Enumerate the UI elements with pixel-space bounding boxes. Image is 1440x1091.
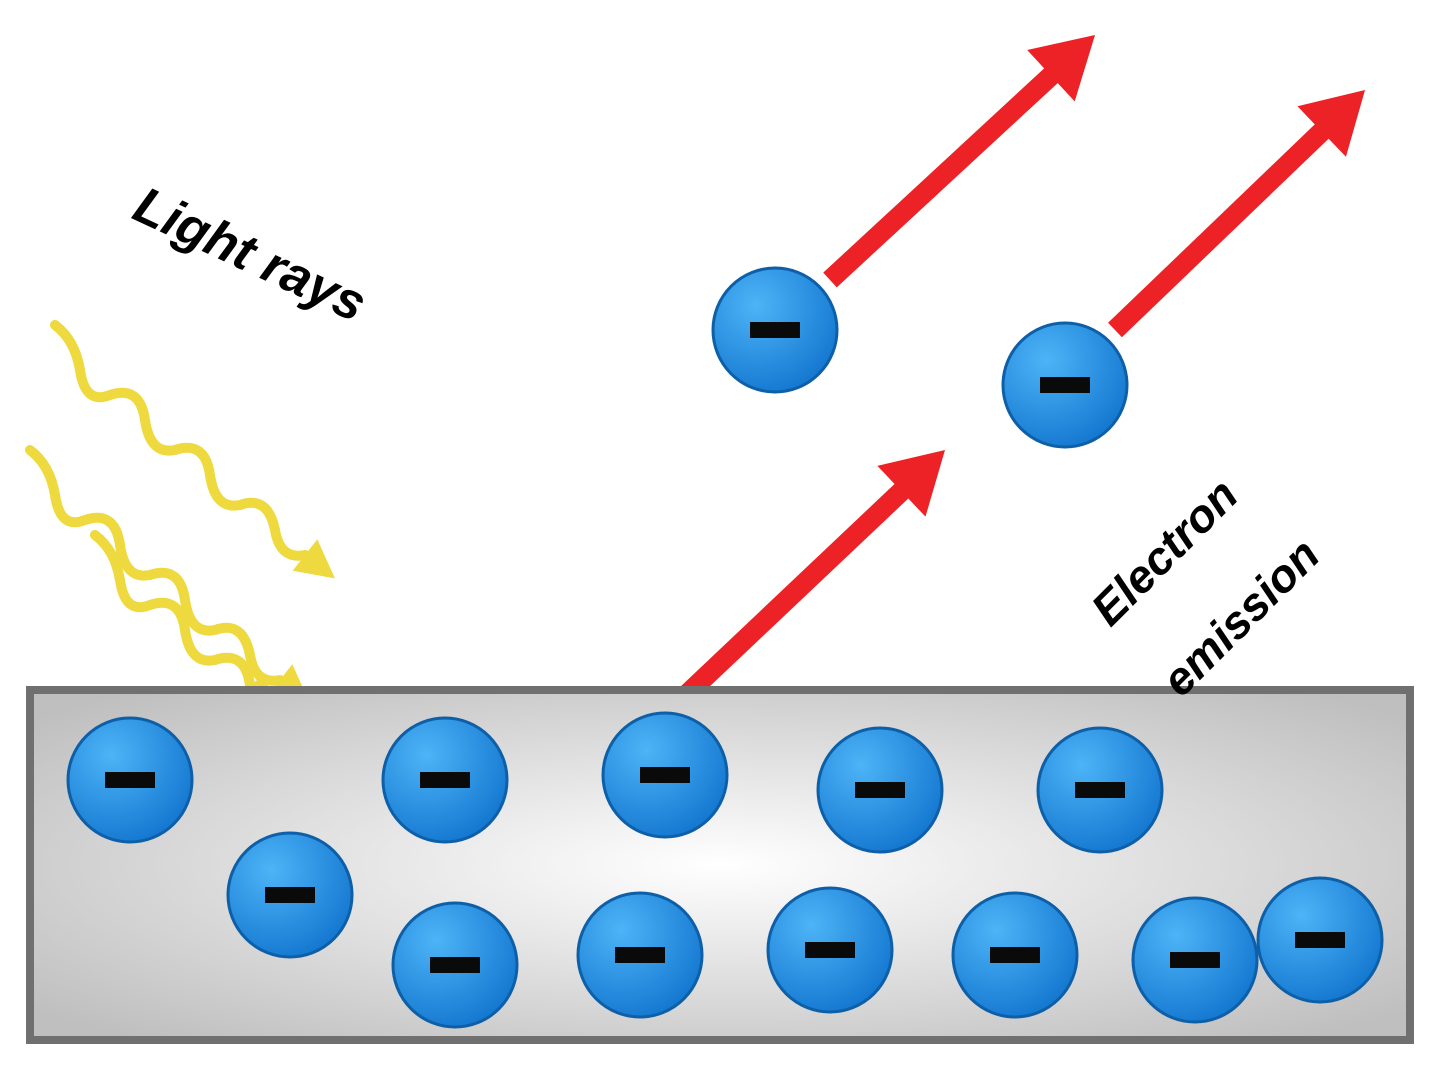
electron-box-2 [383,718,507,842]
electron-minus-icon [750,322,800,338]
electron-arrow-1 [823,35,1095,287]
electron-box-6 [768,888,892,1012]
electron-box-7 [818,728,942,852]
electron-box-11 [1258,878,1382,1002]
electron-box-10 [1133,898,1257,1022]
electron-minus-icon [1295,932,1345,948]
electron-box-4 [578,893,702,1017]
electron-emitted-1 [1003,323,1127,447]
electron-minus-icon [1075,782,1125,798]
electron-box-9 [1038,728,1162,852]
electron-minus-icon [430,957,480,973]
electron-minus-icon [640,767,690,783]
diagram-stage: Light rays Electron emission [0,0,1440,1091]
light-ray-wave-icon [95,535,250,685]
electron-minus-icon [265,887,315,903]
electron-minus-icon [990,947,1040,963]
electron-minus-icon [1170,952,1220,968]
light-ray-wave-icon [30,450,280,681]
emitted-electrons-group [713,268,1127,447]
light-rays-group [30,325,335,716]
electron-box-3 [393,903,517,1027]
electron-minus-icon [105,772,155,788]
electron-arrow-0 [658,450,945,722]
electron-minus-icon [615,947,665,963]
electron-minus-icon [855,782,905,798]
electron-emitted-0 [713,268,837,392]
electron-box-1 [228,833,352,957]
electron-box-8 [953,893,1077,1017]
electron-arrow-2 [1108,90,1365,337]
electron-minus-icon [1040,377,1090,393]
electron-minus-icon [420,772,470,788]
light-ray-1 [30,450,310,703]
electron-box-5 [603,713,727,837]
electron-box-0 [68,718,192,842]
electron-minus-icon [805,942,855,958]
